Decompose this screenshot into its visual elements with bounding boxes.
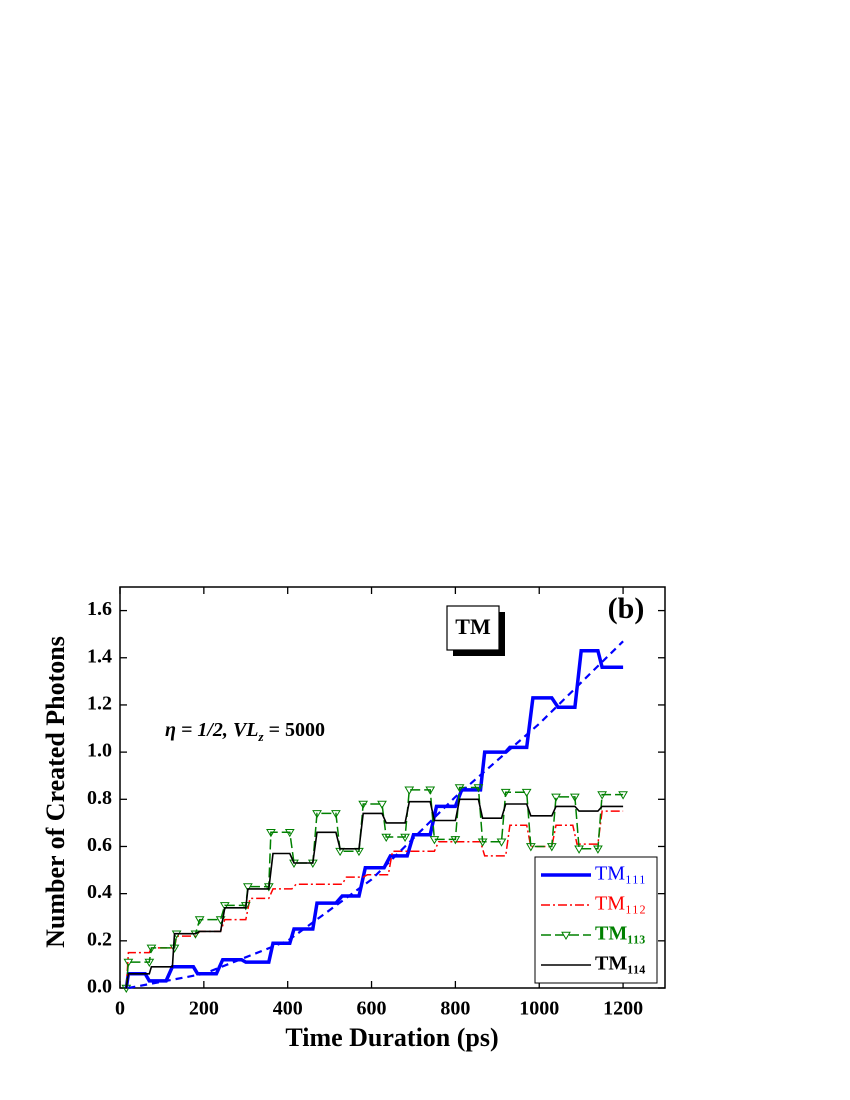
y-tick-label: 1.6 [87, 598, 112, 620]
marker [381, 833, 392, 843]
marker [331, 810, 341, 819]
y-tick-label: 1.2 [87, 693, 112, 715]
series-line [125, 786, 624, 989]
annotation: η = 1/2, VLz = 5000 [165, 719, 325, 744]
fit-line [128, 640, 624, 990]
marker [377, 800, 387, 809]
marker [574, 845, 584, 854]
legend-box [534, 856, 658, 984]
x-axis-title: Time Duration (ps) [285, 1023, 498, 1052]
marker [194, 916, 205, 925]
y-tick-label: 0.4 [87, 881, 112, 903]
marker [525, 843, 536, 852]
marker [496, 838, 507, 847]
y-tick-label: 1.0 [87, 740, 112, 762]
marker [242, 883, 253, 892]
marker [521, 788, 532, 798]
x-tick-label: 1000 [519, 998, 559, 1020]
x-tick-label: 400 [273, 998, 303, 1020]
marker [500, 788, 511, 798]
annotation-part: = 5000 [264, 719, 325, 741]
y-axis-title: Number of Created Photons [41, 636, 70, 948]
x-tick-label: 0 [115, 998, 125, 1020]
legend-label: TM₁₁₃ [595, 923, 645, 945]
marker [450, 836, 461, 845]
panel-label: (b) [608, 592, 645, 625]
series-line [124, 648, 624, 989]
marker [123, 958, 134, 968]
x-tick-label: 800 [440, 998, 470, 1020]
marker [597, 791, 607, 800]
box-label: TM [455, 614, 491, 639]
x-tick-label: 600 [357, 998, 387, 1020]
marker [284, 829, 295, 838]
marker [404, 786, 415, 795]
marker [146, 944, 157, 953]
y-tick-label: 0.0 [87, 976, 112, 998]
series-line [125, 810, 624, 989]
y-tick-label: 0.2 [87, 928, 112, 950]
marker [429, 836, 440, 845]
legend-label: TM₁₁₄ [595, 953, 645, 975]
marker [546, 843, 557, 852]
marker [425, 786, 436, 795]
legend-marker [561, 931, 571, 940]
marker [569, 793, 580, 802]
x-tick-label: 200 [189, 998, 219, 1020]
marker [358, 800, 369, 809]
legend-label: TM₁₁₁ [595, 863, 646, 885]
series-line [125, 798, 624, 989]
annotation-part: η = 1/2, [165, 719, 233, 741]
y-tick-label: 0.6 [87, 834, 112, 856]
marker [618, 791, 628, 800]
marker [593, 845, 603, 854]
marker [477, 838, 488, 847]
marker [312, 810, 322, 819]
legend-label: TM₁₁₂ [595, 893, 646, 915]
x-tick-label: 1200 [603, 998, 643, 1020]
marker [551, 793, 561, 802]
marker [473, 784, 484, 793]
y-tick-label: 1.4 [87, 645, 112, 667]
marker [400, 833, 410, 843]
marker [219, 902, 230, 911]
box [446, 605, 500, 651]
annotation-part: z [258, 729, 265, 744]
plot-frame [119, 586, 666, 989]
marker [454, 784, 465, 793]
annotation-part: VL [233, 719, 259, 741]
y-tick-label: 0.8 [87, 787, 112, 809]
marker [266, 829, 276, 838]
marker [144, 958, 155, 968]
